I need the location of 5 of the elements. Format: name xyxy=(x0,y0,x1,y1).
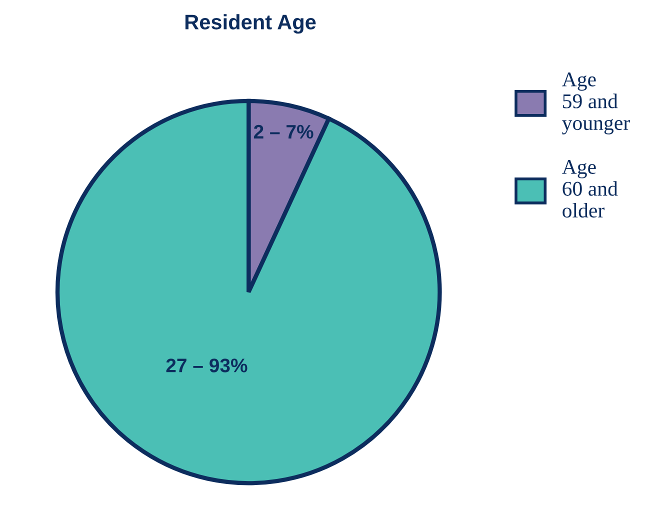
chart-title: Resident Age xyxy=(185,14,316,34)
data-label: 2 – 7% xyxy=(254,124,314,139)
data-label: 27 – 93% xyxy=(166,358,248,372)
legend-label: Age 60 and older xyxy=(562,160,618,218)
legend-label: Age 59 and younger xyxy=(562,72,630,134)
